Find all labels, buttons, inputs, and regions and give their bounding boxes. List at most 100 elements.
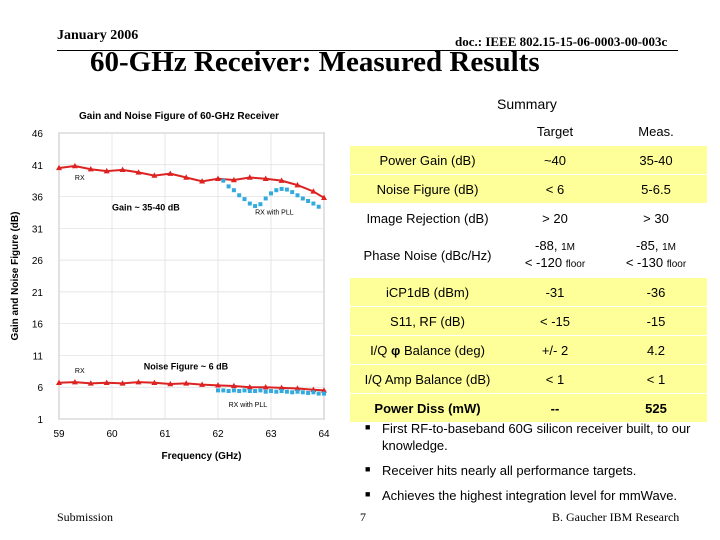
data-point-dot <box>300 196 305 201</box>
phase-target-floor-unit: floor <box>565 259 586 270</box>
table-row: iCP1dB (dBm) -31 -36 <box>350 278 707 306</box>
data-point-dot <box>295 193 300 198</box>
table-header-row: Target Meas. <box>350 117 707 145</box>
data-point-dot <box>269 389 273 394</box>
data-point-dot <box>226 184 231 189</box>
data-point-dot <box>237 193 242 198</box>
data-point-dot <box>253 389 258 394</box>
data-point-triangle <box>199 178 206 184</box>
list-item: ■ Achieves the highest integration level… <box>365 487 704 504</box>
bullet-square-icon: ■ <box>365 489 371 499</box>
data-point-dot <box>306 199 311 204</box>
row-target: < -15 <box>540 313 570 329</box>
data-point-triangle <box>310 188 317 194</box>
footer-page-number: 7 <box>360 510 366 524</box>
data-point-triangle <box>199 381 206 387</box>
data-point-triangle <box>278 177 285 183</box>
chart-annotation: RX with PLL <box>255 209 294 216</box>
data-point-triangle <box>167 380 174 387</box>
data-point-triangle <box>56 164 62 171</box>
data-point-dot <box>279 186 284 191</box>
data-point-dot <box>284 389 289 394</box>
data-point-dot <box>221 388 226 393</box>
chart-annotation: Noise Figure ~ 6 dB <box>144 361 229 371</box>
y-tick-label: 16 <box>32 320 44 331</box>
row-meas: 35-40 <box>639 152 673 168</box>
row-meas: 525 <box>645 400 667 416</box>
x-axis-label: Frequency (GHz) <box>161 451 241 462</box>
row-param: Image Rejection (dB) <box>366 210 489 226</box>
row-param: Power Diss (mW) <box>374 400 481 416</box>
y-tick-label: 6 <box>37 383 43 394</box>
data-point-triangle <box>246 174 253 180</box>
table-row: Power Diss (mW) -- 525 <box>350 394 707 422</box>
data-point-dot <box>247 201 252 206</box>
y-tick-label: 21 <box>32 288 44 299</box>
row-param: S11, RF (dB) <box>390 313 465 329</box>
bullet-text: First RF-to-baseband 60G silicon receive… <box>382 421 691 453</box>
series-line <box>58 165 325 199</box>
row-param: Noise Figure (dB) <box>376 181 479 197</box>
balance-label: Balance (deg) <box>403 342 485 358</box>
row-param: iCP1dB (dBm) <box>385 284 470 300</box>
header-rule <box>57 50 678 51</box>
data-point-dot <box>284 187 289 192</box>
phase-meas-1m: -85, <box>636 238 659 253</box>
data-point-dot <box>290 190 295 195</box>
data-point-dot <box>295 389 300 394</box>
phase-meas-1m-unit: 1M <box>662 242 676 253</box>
table-row: Power Gain (dB) ~40 35-40 <box>350 146 707 174</box>
data-point-triangle <box>294 181 301 188</box>
data-point-dot <box>269 191 273 196</box>
chart-annotation: Gain ~ 35-40 dB <box>112 203 180 213</box>
table-row: Image Rejection (dB) > 20 > 30 <box>350 204 707 232</box>
y-tick-label: 1 <box>37 415 43 426</box>
data-point-dot <box>306 390 311 395</box>
data-point-dot <box>253 204 258 209</box>
data-point-triangle <box>294 385 301 391</box>
data-point-triangle <box>215 175 221 181</box>
data-point-dot <box>290 390 295 395</box>
data-point-triangle <box>262 384 269 390</box>
header-doc-id: doc.: IEEE 802.15-15-06-0003-00-003c <box>455 34 668 49</box>
table-row: I/Q Amp Balance (dB) < 1 < 1 <box>350 365 707 393</box>
data-point-triangle <box>262 175 269 181</box>
x-tick-label: 61 <box>159 429 171 440</box>
y-tick-label: 26 <box>32 256 44 267</box>
phase-meas-floor-unit: floor <box>666 259 687 270</box>
row-meas: 5-6.5 <box>641 181 671 197</box>
data-point-dot <box>300 390 305 395</box>
data-point-triangle <box>230 176 237 183</box>
y-tick-label: 11 <box>33 351 44 362</box>
list-item: ■ Receiver hits nearly all performance t… <box>365 462 704 479</box>
phi-symbol: φ <box>391 342 401 358</box>
data-point-dot <box>274 188 279 193</box>
data-point-dot <box>216 388 220 393</box>
row-target: ~40 <box>543 152 567 168</box>
bullet-square-icon: ■ <box>365 464 371 474</box>
data-point-dot <box>258 202 263 207</box>
row-target: < 6 <box>545 181 565 197</box>
row-target: < 1 <box>545 371 565 387</box>
data-point-triangle <box>119 380 126 386</box>
phase-target-floor: < -120 <box>524 255 563 270</box>
data-point-dot <box>316 204 321 209</box>
data-point-dot <box>311 390 316 395</box>
row-param: Phase Noise (dBc/Hz) <box>363 247 492 263</box>
data-point-dot <box>247 389 252 394</box>
data-point-dot <box>311 201 316 206</box>
list-item: ■ First RF-to-baseband 60G silicon recei… <box>365 420 704 454</box>
chart-annotation: RX <box>75 368 85 375</box>
data-point-triangle <box>119 166 126 173</box>
phase-target-1m-unit: 1M <box>561 242 575 253</box>
series-line <box>58 381 325 392</box>
row-meas: -15 <box>646 313 666 329</box>
table-row: S11, RF (dB) < -15 -15 <box>350 307 707 335</box>
footer-submission: Submission <box>57 510 114 524</box>
data-point-triangle <box>167 170 174 176</box>
data-point-dot <box>226 389 231 394</box>
data-point-triangle <box>135 169 142 175</box>
data-point-dot <box>231 188 236 193</box>
data-point-dot <box>322 391 326 396</box>
summary-table: Target Meas. Power Gain (dB) ~40 35-40 N… <box>350 117 707 422</box>
